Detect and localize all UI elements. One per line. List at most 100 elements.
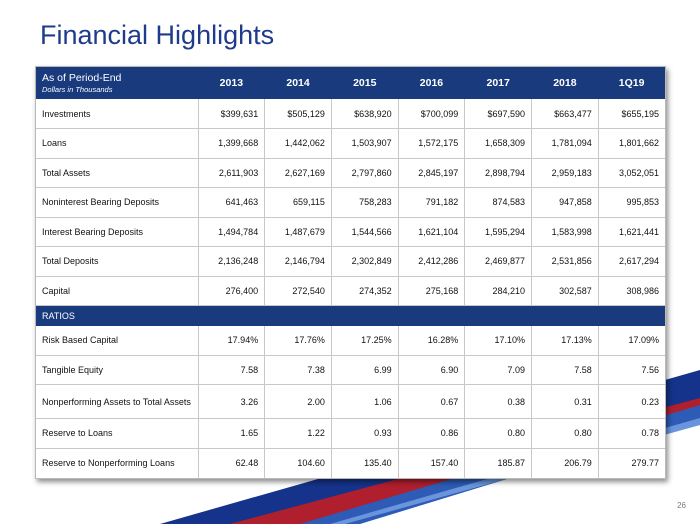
- value-cell: 17.25%: [330, 325, 399, 356]
- value-cell: 7.58: [531, 355, 599, 385]
- year-header: 2015: [331, 67, 399, 99]
- table-header-row: As of Period-End Dollars in Thousands 20…: [36, 67, 665, 99]
- value-cell: 279.77: [597, 448, 665, 478]
- value-cell: 17.94%: [197, 325, 265, 356]
- value-cell: 0.93: [330, 418, 399, 449]
- value-cell: $505,129: [264, 99, 332, 129]
- value-cell: 17.13%: [531, 325, 599, 356]
- value-cell: 3.26: [197, 384, 265, 419]
- value-cell: 2,302,849: [330, 246, 399, 277]
- value-cell: 1,583,998: [531, 217, 599, 247]
- value-cell: 1,781,094: [531, 128, 599, 159]
- value-cell: 302,587: [531, 276, 599, 306]
- table-row: Capital 276,400 272,540 274,352 275,168 284,2…: [36, 276, 665, 306]
- value-cell: 7.56: [597, 355, 665, 385]
- row-label: Reserve to Nonperforming Loans: [42, 458, 175, 468]
- value-cell: 16.28%: [397, 325, 465, 356]
- table-row: Reserve to Nonperforming Loans 62.48 104.6…: [36, 448, 665, 478]
- table-row: Risk Based Capital 17.94% 17.76% 17.25% 16.2…: [36, 325, 665, 356]
- row-label: Loans: [36, 128, 198, 159]
- value-cell: 206.79: [531, 448, 599, 478]
- value-cell: 874,583: [464, 187, 532, 218]
- value-cell: 0.78: [597, 418, 665, 449]
- value-cell: 1,621,441: [597, 217, 665, 247]
- table-row: Reserve to Loans 1.65 1.22 0.93 0.86 0.80 0.80…: [36, 418, 665, 449]
- value-cell: 0.31: [531, 384, 599, 419]
- value-cell: 17.09%: [597, 325, 665, 356]
- value-cell: 1.06: [330, 384, 399, 419]
- value-cell: 791,182: [397, 187, 465, 218]
- value-cell: 1,442,062: [264, 128, 332, 159]
- value-cell: 0.67: [397, 384, 465, 419]
- header-sublabel: Dollars in Thousands: [42, 85, 113, 94]
- value-cell: 659,115: [264, 187, 332, 218]
- value-cell: 2,146,794: [264, 246, 332, 277]
- value-cell: 1.65: [197, 418, 265, 449]
- value-cell: 62.48: [197, 448, 265, 478]
- value-cell: 1,658,309: [464, 128, 532, 159]
- row-label: Capital: [36, 276, 198, 306]
- value-cell: 7.38: [264, 355, 332, 385]
- table-row: Loans 1,399,668 1,442,062 1,503,907 1,572,17…: [36, 128, 665, 159]
- value-cell: 995,853: [597, 187, 665, 218]
- year-header: 2018: [531, 67, 599, 99]
- value-cell: 308,986: [597, 276, 665, 306]
- table-row: Interest Bearing Deposits 1,494,784 1,487,…: [36, 217, 665, 247]
- value-cell: 6.90: [397, 355, 465, 385]
- value-cell: 0.80: [531, 418, 599, 449]
- year-header: 2017: [464, 67, 532, 99]
- value-cell: 0.38: [464, 384, 532, 419]
- value-cell: 1,399,668: [197, 128, 265, 159]
- value-cell: 2,136,248: [197, 246, 265, 277]
- value-cell: 2,627,169: [264, 158, 332, 188]
- value-cell: 17.10%: [464, 325, 532, 356]
- value-cell: 1,572,175: [397, 128, 465, 159]
- value-cell: 276,400: [197, 276, 265, 306]
- value-cell: 1,595,294: [464, 217, 532, 247]
- value-cell: 135.40: [330, 448, 399, 478]
- row-label: Total Deposits: [36, 246, 198, 277]
- page-number: 26: [677, 501, 686, 510]
- value-cell: 6.99: [330, 355, 399, 385]
- financial-table: As of Period-End Dollars in Thousands 20…: [35, 66, 666, 479]
- value-cell: 104.60: [264, 448, 332, 478]
- row-label: Nonperforming Assets to Total Assets: [36, 384, 198, 419]
- year-header: 1Q19: [598, 67, 665, 99]
- value-cell: 0.86: [397, 418, 465, 449]
- value-cell: 2,959,183: [531, 158, 599, 188]
- value-cell: 947,858: [531, 187, 599, 218]
- value-cell: 157.40: [397, 448, 465, 478]
- value-cell: 275,168: [397, 276, 465, 306]
- row-label: Investments: [36, 99, 198, 129]
- header-label-cell: As of Period-End Dollars in Thousands: [36, 67, 198, 99]
- header-label: As of Period-End: [42, 72, 122, 84]
- value-cell: 0.23: [597, 384, 665, 419]
- value-cell: 17.76%: [264, 325, 332, 356]
- ratios-section-row: RATIOS: [36, 305, 665, 326]
- value-cell: 284,210: [464, 276, 532, 306]
- table-row: Investments $399,631 $505,129 $638,920 $700,…: [36, 99, 665, 129]
- year-header: 2016: [398, 67, 465, 99]
- value-cell: 2,412,286: [397, 246, 465, 277]
- value-cell: 1.22: [264, 418, 332, 449]
- value-cell: 1,544,566: [330, 217, 399, 247]
- value-cell: 1,494,784: [197, 217, 265, 247]
- value-cell: 2,531,856: [531, 246, 599, 277]
- value-cell: $655,195: [597, 99, 665, 129]
- year-header: 2013: [198, 67, 265, 99]
- table-row: Total Deposits 2,136,248 2,146,794 2,302,84…: [36, 246, 665, 277]
- value-cell: 7.09: [464, 355, 532, 385]
- row-label: Noninterest Bearing Deposits: [36, 187, 198, 218]
- page-title: Financial Highlights: [40, 20, 275, 50]
- value-cell: $638,920: [330, 99, 399, 129]
- value-cell: 2,797,860: [330, 158, 399, 188]
- value-cell: $663,477: [531, 99, 599, 129]
- row-label: Risk Based Capital: [36, 325, 198, 356]
- ratios-section-label: RATIOS: [36, 305, 665, 326]
- row-label: Total Assets: [36, 158, 198, 188]
- row-label: Reserve to Loans: [36, 418, 198, 449]
- value-cell: $700,099: [397, 99, 465, 129]
- value-cell: 758,283: [330, 187, 399, 218]
- value-cell: 2,845,197: [397, 158, 465, 188]
- value-cell: $399,631: [197, 99, 265, 129]
